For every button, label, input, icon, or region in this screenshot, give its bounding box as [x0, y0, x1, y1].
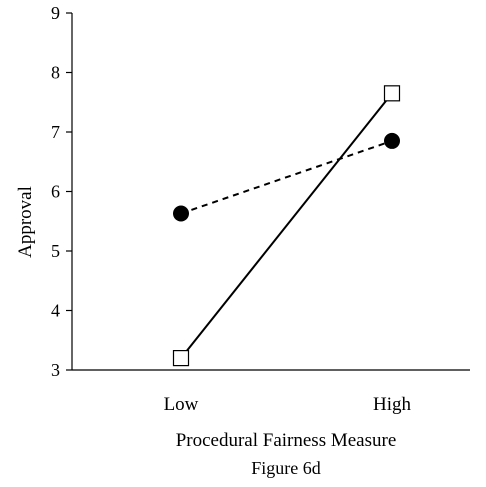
circle-marker — [173, 205, 189, 222]
series-1 — [172, 85, 401, 367]
circle-marker — [384, 132, 400, 149]
x-category-label: Low — [164, 394, 199, 415]
x-category-label: High — [373, 394, 412, 415]
y-tick-label: 4 — [51, 301, 60, 321]
y-tick-label: 9 — [51, 3, 60, 23]
y-ticks: 3 4 5 6 7 8 9 — [51, 3, 72, 380]
y-tick-label: 6 — [51, 182, 60, 202]
x-axis-label: Procedural Fairness Measure — [176, 430, 397, 451]
axes — [71, 13, 470, 371]
figure-caption: Figure 6d — [251, 458, 321, 478]
y-tick-label: 3 — [51, 360, 60, 380]
series-2 — [173, 132, 400, 222]
series-1-line — [180, 92, 393, 359]
square-marker — [383, 85, 401, 102]
y-tick-label: 8 — [51, 63, 60, 83]
y-axis-label: Approval — [15, 186, 36, 258]
square-marker — [172, 350, 190, 367]
x-category-labels: Low High — [164, 394, 412, 415]
y-tick-label: 5 — [51, 241, 60, 261]
y-tick-label: 7 — [51, 122, 60, 142]
series-layer — [172, 85, 401, 367]
series-2-line — [180, 139, 393, 215]
